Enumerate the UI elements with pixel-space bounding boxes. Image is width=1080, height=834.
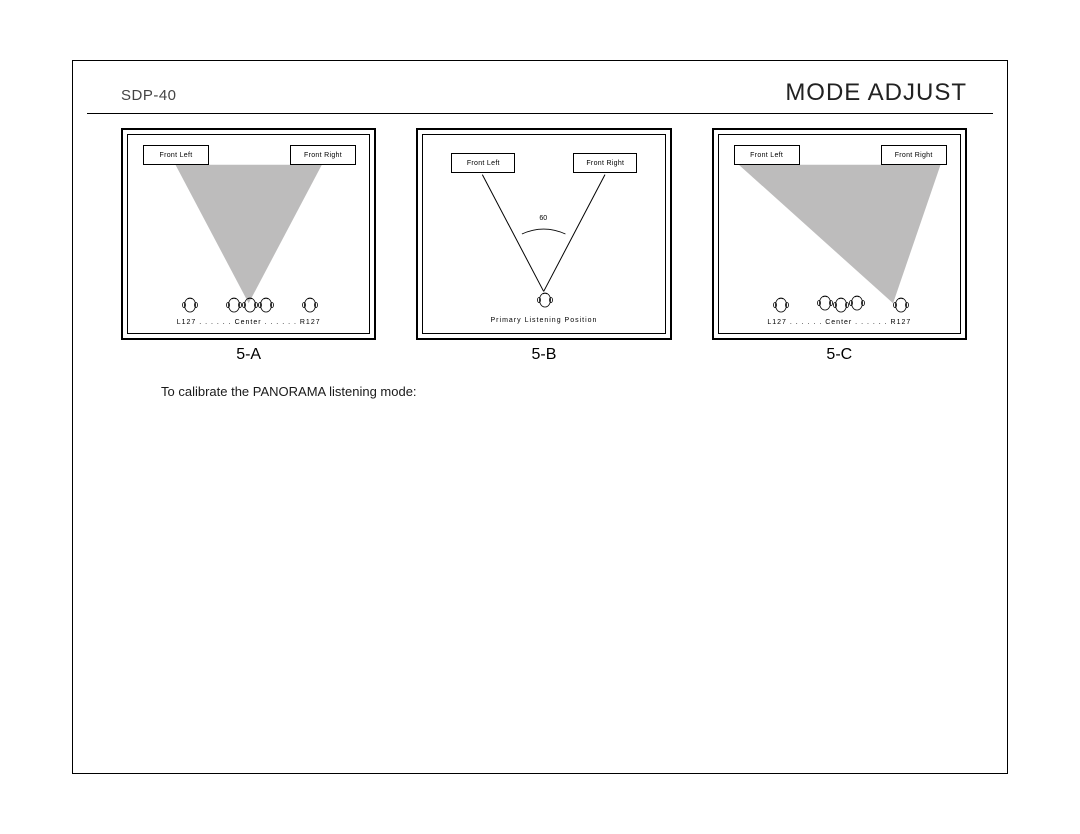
speaker-front-right: Front Right <box>290 145 356 165</box>
diagram-5c-frame: Front Left Front Right L127 . . . . . . … <box>712 128 967 340</box>
listener-head <box>817 293 833 311</box>
diagram-5b-frame: 60 Front Left Front Right Primary Listen… <box>416 128 671 340</box>
model-label: SDP-40 <box>121 87 177 104</box>
scale-label-5a: L127 . . . . . . Center . . . . . . R127 <box>128 319 369 326</box>
listener-head <box>833 295 849 313</box>
speaker-front-left: Front Left <box>143 145 209 165</box>
diagrams-row: Front Left Front Right L127 . . . . . . … <box>73 122 1007 364</box>
speaker-front-left: Front Left <box>451 153 515 173</box>
caption-5c: 5-C <box>826 346 852 364</box>
listener-head <box>258 295 274 313</box>
listener-head <box>182 295 198 313</box>
listener-head <box>242 295 258 313</box>
diagram-5a-frame: Front Left Front Right L127 . . . . . . … <box>121 128 376 340</box>
speaker-front-right: Front Right <box>881 145 947 165</box>
listener-head <box>849 293 865 311</box>
diagram-5b-canvas: 60 Front Left Front Right Primary Listen… <box>422 134 665 334</box>
column-left: To calibrate the PANORAMA listening mode… <box>161 384 524 407</box>
listener-head <box>226 295 242 313</box>
diagram-5c: Front Left Front Right L127 . . . . . . … <box>712 128 967 364</box>
diagram-5c-canvas: Front Left Front Right L127 . . . . . . … <box>718 134 961 334</box>
speaker-front-right: Front Right <box>573 153 637 173</box>
listener-head <box>893 295 909 313</box>
listener-head <box>773 295 789 313</box>
diagram-5a: Front Left Front Right L127 . . . . . . … <box>121 128 376 364</box>
caption-5a: 5-A <box>236 346 261 364</box>
caption-5b: 5-B <box>532 346 557 364</box>
body-columns: To calibrate the PANORAMA listening mode… <box>73 364 1007 407</box>
intro-line: To calibrate the PANORAMA listening mode… <box>161 384 524 401</box>
column-right <box>584 384 947 407</box>
scale-label-5b: Primary Listening Position <box>423 317 664 324</box>
page-frame: SDP-40 MODE ADJUST Front Left Front Righ… <box>72 60 1008 774</box>
header: SDP-40 MODE ADJUST <box>73 61 1007 113</box>
listener-head <box>302 295 318 313</box>
diagram-5b: 60 Front Left Front Right Primary Listen… <box>416 128 671 364</box>
diagram-5a-canvas: Front Left Front Right L127 . . . . . . … <box>127 134 370 334</box>
listener-head <box>537 290 553 308</box>
page-title: MODE ADJUST <box>785 79 967 107</box>
speaker-front-left: Front Left <box>734 145 800 165</box>
rule-top <box>87 113 993 114</box>
scale-label-5c: L127 . . . . . . Center . . . . . . R127 <box>719 319 960 326</box>
angle-label: 60 <box>539 215 547 222</box>
